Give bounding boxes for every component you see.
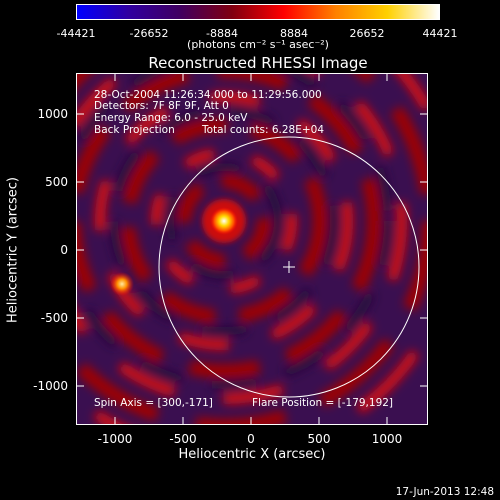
colorbar-unit-label: (photons cm⁻² s⁻¹ asec⁻²) xyxy=(187,38,329,51)
y-tick-label: 1000 xyxy=(37,107,68,121)
detectors-info: Detectors: 7F 8F 9F, Att 0 xyxy=(94,100,229,112)
colorbar-tick: -44421 xyxy=(56,27,96,40)
colorbar-tick: 44421 xyxy=(422,27,458,40)
x-tick-label: 1000 xyxy=(371,432,403,446)
x-tick-label: 500 xyxy=(307,432,331,446)
colorbar xyxy=(76,4,440,20)
y-tick-label: -1000 xyxy=(33,379,68,393)
x-tick-label: 0 xyxy=(247,432,255,446)
y-axis-label: Heliocentric Y (arcsec) xyxy=(5,177,21,323)
y-tick-label: 500 xyxy=(45,175,68,189)
total-counts-info: Total counts: 6.28E+04 xyxy=(202,124,325,136)
x-tick-label: -1000 xyxy=(97,432,133,446)
timestamp: 17-Jun-2013 12:48 xyxy=(395,486,494,498)
colorbar-tick: 26652 xyxy=(349,27,385,40)
spin-axis-crosshair xyxy=(283,261,295,273)
rhessi-image xyxy=(76,73,428,425)
colorbar-tick: 8884 xyxy=(280,27,308,40)
method-info: Back Projection xyxy=(94,124,175,136)
solar-limb-circle xyxy=(158,136,420,398)
colorbar-tick: -26652 xyxy=(129,27,169,40)
x-tick-label: -500 xyxy=(169,432,197,446)
image-title: Reconstructed RHESSI Image xyxy=(148,54,368,72)
spin-axis-info: Spin Axis = [300,-171] xyxy=(94,397,213,409)
colorbar-tick: -8884 xyxy=(206,27,238,40)
x-axis-label: Heliocentric X (arcsec) xyxy=(178,447,326,462)
energy-range-info: Energy Range: 6.0 - 25.0 keV xyxy=(94,112,248,124)
observation-time: 28-Oct-2004 11:26:34.000 to 11:29:56.000 xyxy=(94,89,322,101)
flare-position-info: Flare Position = [-179,192] xyxy=(252,397,394,409)
y-tick-label: 0 xyxy=(60,243,68,257)
y-tick-label: -500 xyxy=(40,311,68,325)
